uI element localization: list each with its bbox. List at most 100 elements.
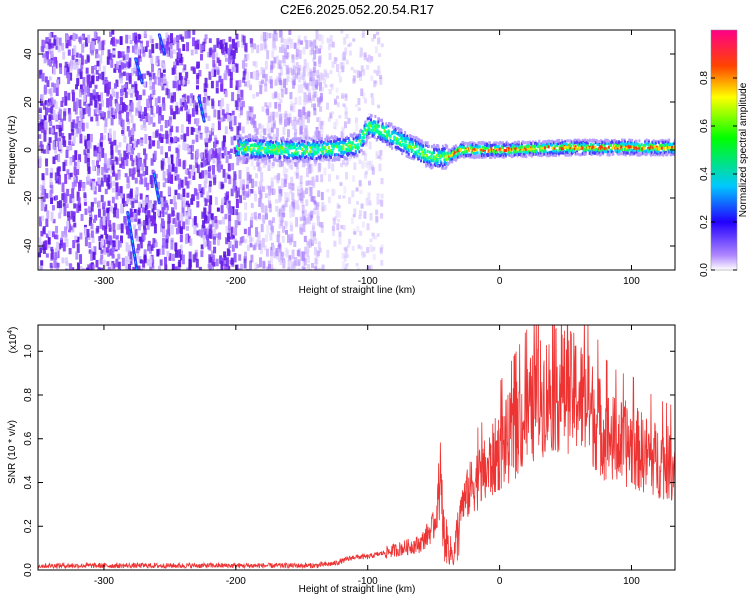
spectrogram-signal-cell (430, 154, 433, 158)
spectrogram-cell (318, 56, 322, 64)
spectrogram-signal-cell (324, 145, 327, 149)
spectrogram-cell (157, 96, 161, 104)
spectrogram-cell (177, 48, 181, 59)
spectrogram-cell (157, 77, 161, 86)
spectrogram-signal-cell (563, 149, 566, 153)
spectrogram-cell (87, 86, 91, 97)
spectrogram-signal-cell (370, 128, 373, 132)
spectrogram-cell (124, 256, 128, 267)
spectrogram-signal-cell (399, 143, 402, 147)
spectrogram-cell (338, 231, 342, 237)
spectrogram-cell (115, 173, 119, 181)
spectrogram-cell (67, 74, 71, 85)
spectrogram-cell (95, 75, 99, 82)
spectrogram-signal-cell (472, 146, 475, 150)
spectrogram-cell (236, 158, 240, 166)
spectrogram-cell (237, 220, 241, 226)
spectrogram-cell (336, 203, 340, 209)
spectrogram-cell (154, 97, 158, 107)
spectrogram-cell (55, 45, 59, 50)
spectrogram-cell (174, 189, 178, 196)
spectrogram-cell (237, 187, 241, 198)
spectrogram-cell (115, 237, 119, 243)
spectrogram-signal-cell (572, 150, 575, 154)
spectrogram-signal-cell (303, 140, 306, 144)
spectrogram-cell (373, 80, 377, 88)
spectrogram-cell (235, 190, 239, 199)
spectrogram-cell (303, 266, 307, 270)
spectrogram-signal-cell (542, 142, 545, 146)
spectrogram-cell (333, 240, 337, 247)
spectrogram-cell (72, 136, 76, 144)
spectrogram-cell (297, 258, 301, 267)
spectrogram-signal-cell (554, 144, 557, 148)
spectrogram-cell (137, 163, 141, 170)
spectrogram-signal-cell (449, 153, 452, 157)
spectrogram-signal-cell (266, 140, 269, 144)
spectrogram-cell (317, 162, 321, 173)
spectrogram-signal-cell (412, 157, 415, 161)
spectrogram-cell (305, 125, 309, 135)
spectrogram-cell (312, 231, 316, 237)
spectrogram-cell (206, 240, 210, 247)
spectrogram-signal-cell (426, 141, 429, 145)
spectrogram-cell (83, 42, 87, 48)
spectrogram-cell (277, 230, 281, 237)
spectrogram-cell (367, 135, 371, 139)
spectrogram-cell (55, 124, 59, 130)
spectrogram-signal-cell (291, 143, 294, 147)
spectrogram-cell (295, 172, 299, 179)
spectrogram-cell (340, 61, 344, 70)
spectrogram-cell (312, 222, 316, 230)
spectrogram-signal-cell (380, 118, 383, 122)
spectrogram-signal-cell (425, 154, 428, 158)
spectrogram-signal-cell (300, 155, 303, 159)
spectrogram-signal-cell (412, 140, 415, 144)
spectrogram-cell (190, 152, 194, 160)
spectrogram-cell (188, 259, 192, 268)
spectrogram-signal-cell (569, 146, 572, 150)
spectrogram-signal-cell (354, 149, 357, 153)
spectrogram-cell (72, 57, 76, 66)
spectrogram-cell (77, 58, 81, 65)
spectrogram-signal-cell (292, 156, 295, 160)
spectrogram-signal-cell (339, 149, 342, 153)
spectrogram-cell (298, 76, 302, 83)
spectrogram-cell (165, 205, 169, 211)
spectrogram-cell (380, 43, 384, 48)
spectrogram-cell (171, 67, 175, 75)
spectrogram-cell (377, 104, 381, 109)
spectrogram-cell (112, 222, 116, 232)
spectrogram-cell (183, 64, 187, 71)
spectrogram-signal-cell (302, 157, 305, 161)
spectrogram-signal-cell (566, 145, 569, 149)
spectrogram-signal-cell (334, 157, 337, 161)
spectrogram-cell (59, 239, 63, 249)
spectrogram-cell (210, 68, 214, 77)
spectrogram-cell (220, 260, 224, 270)
spectrogram-cell (169, 50, 173, 59)
spectrogram-cell (42, 192, 46, 202)
spectrogram-cell (244, 62, 248, 68)
spectrogram-cell (318, 221, 322, 228)
spectrogram-cell (132, 123, 136, 132)
spectrogram-cell (131, 174, 135, 180)
spectrogram-signal-cell (385, 122, 388, 126)
spectrogram-cell (97, 94, 101, 102)
spectrogram-signal-cell (455, 157, 458, 161)
spectrogram-cell (360, 88, 364, 97)
spectrogram-cell (156, 208, 160, 217)
spectrogram-signal-cell (274, 156, 277, 160)
spectrogram-cell (331, 41, 335, 48)
spectrogram-cell (80, 213, 84, 221)
spectrogram-cell (187, 215, 191, 225)
spectrogram-signal-cell (341, 147, 344, 151)
spectrogram-cell (248, 174, 252, 184)
spectrogram-signal-cell (249, 144, 252, 148)
spectrogram-cell (55, 87, 59, 97)
spectrogram-cell (46, 210, 50, 219)
spectrogram-signal-cell (244, 150, 247, 154)
spectrogram-cell (227, 221, 231, 231)
spectrogram-signal-cell (568, 145, 571, 149)
spectrogram-cell (117, 188, 121, 197)
